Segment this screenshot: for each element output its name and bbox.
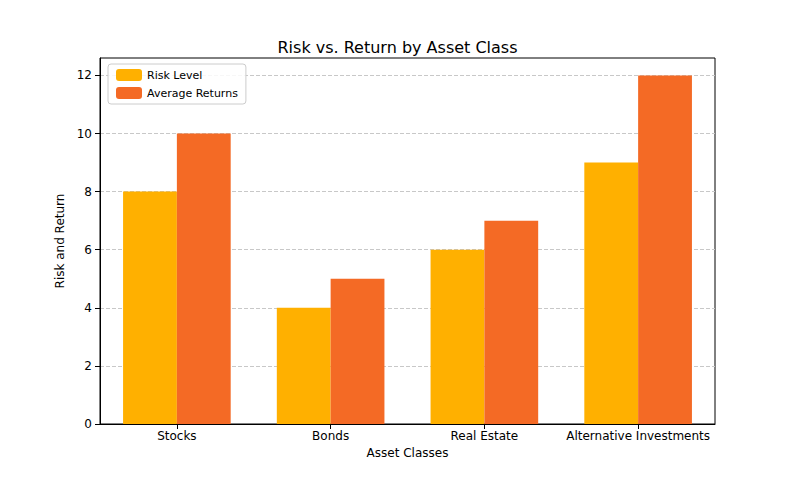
svg-text:2: 2	[84, 359, 92, 373]
svg-text:8: 8	[84, 185, 92, 199]
svg-text:Risk and Return: Risk and Return	[53, 194, 67, 289]
svg-text:4: 4	[84, 301, 92, 315]
svg-text:10: 10	[77, 127, 92, 141]
svg-text:Alternative Investments: Alternative Investments	[566, 429, 710, 443]
svg-text:Risk vs. Return by Asset Class: Risk vs. Return by Asset Class	[277, 38, 517, 57]
svg-text:Stocks: Stocks	[157, 429, 196, 443]
svg-text:Asset Classes: Asset Classes	[367, 446, 449, 460]
svg-text:Bonds: Bonds	[312, 429, 349, 443]
svg-text:12: 12	[77, 68, 92, 82]
svg-text:Real Estate: Real Estate	[451, 429, 519, 443]
svg-text:6: 6	[84, 243, 92, 257]
svg-text:0: 0	[84, 417, 92, 431]
svg-text:Risk Level: Risk Level	[147, 69, 202, 82]
svg-text:Average Returns: Average Returns	[147, 87, 238, 100]
